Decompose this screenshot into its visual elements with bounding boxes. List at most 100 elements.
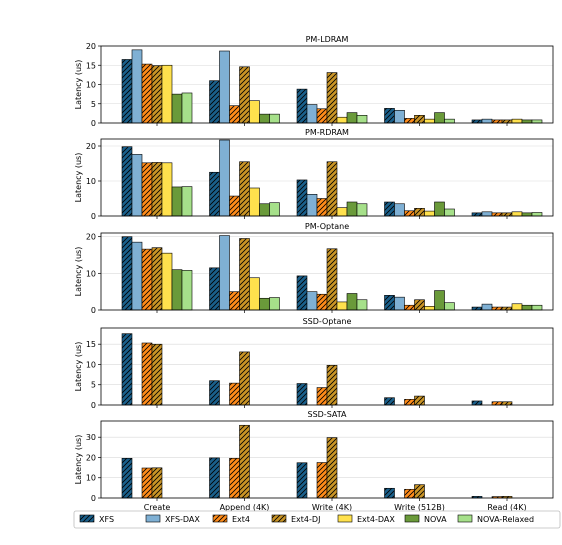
bar-xfs-write-4k-hatch — [297, 89, 307, 123]
bar-xfs-write-512b-hatch — [384, 295, 395, 310]
bar-nova-append-4k — [259, 297, 270, 311]
bar-xfs-append-4k-hatch — [209, 80, 220, 123]
bar-xfs-dax-write-512b — [394, 109, 405, 124]
bar-nova-write-512b — [434, 201, 445, 217]
bar-ext4-read-4k-hatch — [492, 119, 502, 123]
bar-ext4-write-512b-hatch — [404, 489, 415, 498]
bar-ext4-append-4k-hatch — [229, 196, 240, 216]
bar-xfs-create-hatch — [122, 458, 132, 498]
bar-nova-relaxed-write-4k — [356, 115, 368, 124]
bar-nova-write-512b — [434, 112, 445, 124]
panel-ssd-sata: SSD-SATA Latency (us) 0 10 20 30 Create Append … — [74, 410, 554, 512]
bar-ext4-read-4k-hatch — [492, 212, 502, 216]
bar-xfs-create-hatch — [122, 236, 132, 310]
legend-xfs-label: XFS — [99, 515, 114, 524]
y-tick-label: 15 — [86, 61, 96, 70]
bar-ext4-dj-read-4k-hatch — [502, 496, 512, 498]
panel-title: PM-Optane — [305, 222, 349, 231]
chart-panels: PM-LDRAM Latency (us) 0 5 10 15 20 PM-RDRAM Late… — [74, 35, 554, 512]
bar-ext4-create-hatch — [142, 468, 152, 498]
panel-title: SSD-Optane — [303, 317, 352, 326]
x-tick-label-append-4k: Append (4K) — [220, 503, 270, 512]
legend-xfs: XFS — [79, 514, 114, 524]
legend-ext4: Ext4 — [212, 514, 250, 524]
bar-ext4-dax-write-4k — [336, 207, 348, 217]
legend-xfs-dax-label: XFS-DAX — [165, 515, 200, 524]
bar-xfs-read-4k-hatch — [472, 212, 482, 216]
x-tick-label-write-4k: Write (4K) — [312, 503, 352, 512]
y-axis-label: Latency (us) — [74, 60, 83, 110]
bar-ext4-write-512b-hatch — [404, 118, 415, 123]
bar-ext4-dax-write-512b — [424, 118, 435, 124]
y-axis-label: Latency (us) — [74, 247, 83, 297]
panel-pm-rdram: PM-RDRAM Latency (us) 0 10 20 — [74, 128, 554, 221]
bar-ext4-dj-append-4k-hatch — [239, 161, 250, 216]
bar-ext4-dj-create-hatch — [152, 467, 162, 498]
bar-ext4-dj-write-512b-hatch — [414, 299, 425, 310]
bar-xfs-read-4k-hatch — [472, 119, 482, 123]
bar-nova-relaxed-write-512b — [444, 208, 455, 217]
bar-xfs-dax-read-4k — [481, 118, 493, 124]
y-tick-label: 0 — [91, 306, 96, 315]
y-tick-label: 15 — [86, 340, 96, 349]
y-tick-label: 20 — [86, 42, 96, 51]
plot-frame — [100, 420, 554, 499]
bar-ext4-dax-read-4k — [511, 303, 523, 311]
bar-ext4-read-4k-hatch — [492, 307, 502, 310]
bar-xfs-create-hatch — [122, 59, 132, 123]
bar-ext4-dax-append-4k — [249, 187, 260, 217]
bar-xfs-dax-create — [131, 49, 143, 124]
bar-ext4-write-4k-hatch — [317, 198, 327, 216]
bar-ext4-dax-write-512b — [424, 306, 435, 311]
bar-xfs-write-4k-hatch — [297, 383, 307, 405]
bar-xfs-create-hatch — [122, 146, 132, 216]
bar-nova-relaxed-write-4k — [356, 203, 368, 217]
bar-ext4-dj-create-hatch — [152, 344, 162, 405]
y-tick-label: 10 — [86, 81, 96, 90]
bar-nova-relaxed-read-4k — [531, 304, 543, 311]
x-tick-label-write-512b: Write (512B) — [394, 503, 445, 512]
legend-ext4-dj: Ext4-DJ — [271, 514, 320, 524]
bar-xfs-dax-append-4k — [219, 139, 230, 217]
bar-xfs-dax-write-4k — [306, 104, 318, 124]
bar-ext4-dj-write-4k-hatch — [327, 365, 337, 405]
bar-nova-create — [171, 186, 183, 217]
legend-xfs-dax-swatch — [145, 514, 161, 523]
bar-ext4-dj-write-4k-hatch — [327, 72, 337, 123]
bar-xfs-write-512b-hatch — [384, 108, 395, 123]
legend-ext4-dax: Ext4-DAX — [337, 514, 395, 524]
bar-ext4-dj-create-hatch — [152, 247, 162, 310]
bar-xfs-write-4k-hatch — [297, 275, 307, 310]
bar-nova-write-4k — [346, 112, 358, 124]
legend-nova: NOVA — [404, 514, 447, 524]
y-tick-label: 0 — [91, 119, 96, 128]
bar-xfs-append-4k-hatch — [209, 457, 220, 498]
bar-nova-relaxed-create — [181, 186, 193, 217]
y-tick-label: 20 — [86, 453, 96, 462]
bar-nova-append-4k — [259, 113, 270, 124]
bar-xfs-dax-create — [131, 241, 143, 311]
bar-xfs-dax-create — [131, 154, 143, 217]
panel-title: SSD-SATA — [307, 410, 347, 419]
legend-ext4-dj-swatch-hatch — [272, 515, 286, 522]
bar-ext4-dj-append-4k-hatch — [239, 351, 250, 405]
bar-ext4-dj-append-4k-hatch — [239, 425, 250, 498]
bar-xfs-dax-write-4k — [306, 194, 318, 217]
bar-ext4-dj-write-512b-hatch — [414, 115, 425, 123]
bar-ext4-dj-append-4k-hatch — [239, 238, 250, 310]
bar-xfs-write-512b-hatch — [384, 397, 395, 405]
bar-xfs-dax-read-4k — [481, 303, 493, 311]
bar-xfs-dax-append-4k — [219, 50, 230, 124]
y-tick-label: 20 — [86, 233, 96, 242]
bar-nova-relaxed-write-4k — [356, 299, 368, 311]
y-tick-label: 0 — [91, 494, 96, 503]
bar-ext4-create-hatch — [142, 64, 152, 123]
bar-xfs-dax-write-512b — [394, 296, 405, 311]
y-tick-label: 10 — [86, 269, 96, 278]
y-tick-label: 5 — [91, 100, 96, 109]
bar-ext4-dj-write-512b-hatch — [414, 396, 425, 405]
bar-ext4-write-4k-hatch — [317, 108, 327, 123]
bar-ext4-dax-write-4k — [336, 116, 348, 124]
bar-nova-read-4k — [521, 212, 533, 217]
bar-ext4-write-512b-hatch — [404, 399, 415, 405]
